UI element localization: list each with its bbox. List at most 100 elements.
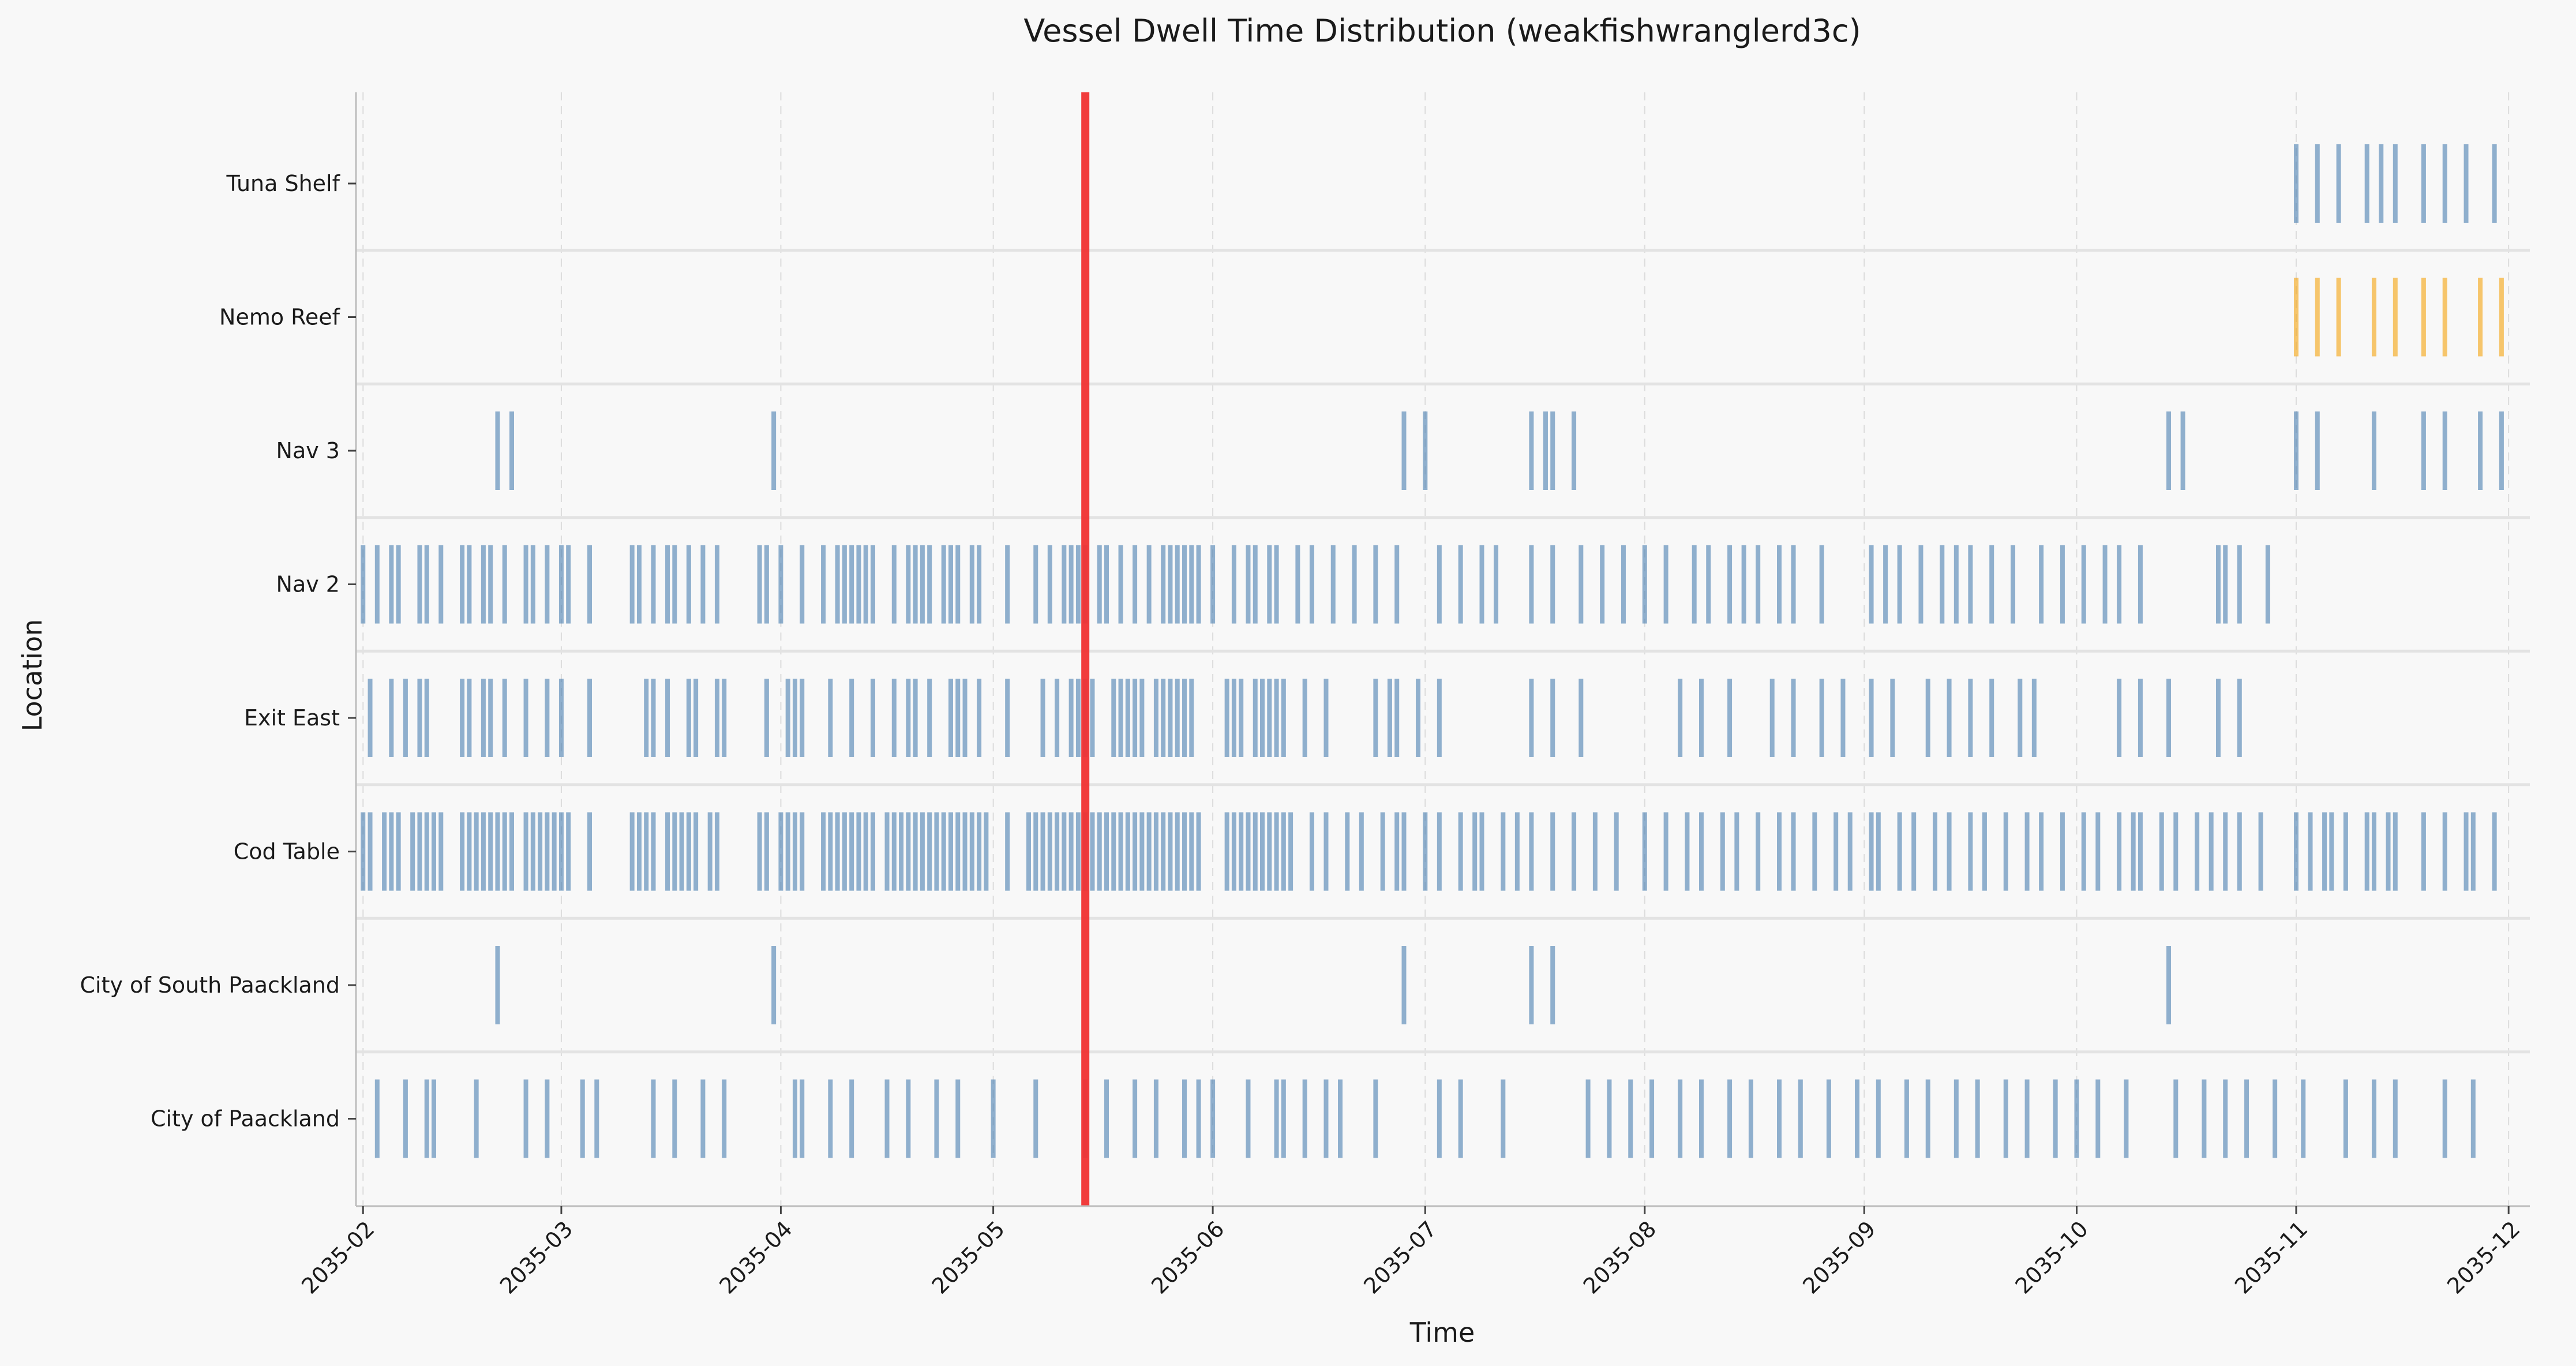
event-mark xyxy=(1550,946,1555,1024)
event-mark xyxy=(2421,411,2426,490)
y-axis-label: Location xyxy=(17,619,48,732)
event-mark xyxy=(2421,278,2426,357)
event-mark xyxy=(587,545,593,624)
event-mark xyxy=(1040,679,1045,757)
event-mark xyxy=(2124,1079,2129,1158)
event-mark xyxy=(1302,679,1307,757)
event-mark xyxy=(474,812,479,891)
event-mark xyxy=(403,1079,408,1158)
event-mark xyxy=(828,812,833,891)
event-mark xyxy=(651,679,656,757)
event-mark xyxy=(1904,1079,1909,1158)
event-mark xyxy=(1437,545,1442,624)
event-mark xyxy=(2442,278,2447,357)
event-mark xyxy=(2202,1079,2207,1158)
event-mark xyxy=(587,679,593,757)
event-mark xyxy=(502,679,507,757)
event-mark xyxy=(1989,545,1994,624)
event-mark xyxy=(545,812,550,891)
event-mark xyxy=(969,812,974,891)
event-mark xyxy=(1947,679,1952,757)
event-mark xyxy=(941,545,946,624)
event-mark xyxy=(849,1079,854,1158)
event-mark xyxy=(2018,679,2023,757)
event-mark xyxy=(1678,1079,1683,1158)
event-mark xyxy=(821,812,826,891)
event-mark xyxy=(2273,1079,2278,1158)
event-mark xyxy=(1685,812,1690,891)
event-mark xyxy=(1026,812,1031,891)
event-mark xyxy=(1168,545,1173,624)
event-mark xyxy=(2421,812,2426,891)
event-mark xyxy=(906,679,911,757)
event-mark xyxy=(2166,946,2172,1024)
event-mark xyxy=(1260,812,1265,891)
event-mark xyxy=(2237,812,2242,891)
event-mark xyxy=(2095,812,2101,891)
event-mark xyxy=(1692,545,1697,624)
event-mark xyxy=(1550,812,1555,891)
event-mark xyxy=(1458,812,1463,891)
event-mark xyxy=(389,679,394,757)
event-mark xyxy=(2223,545,2228,624)
event-mark xyxy=(1776,1079,1782,1158)
event-mark xyxy=(1139,679,1145,757)
event-mark xyxy=(1330,545,1336,624)
event-mark xyxy=(700,545,706,624)
event-mark xyxy=(1168,812,1173,891)
event-mark xyxy=(1578,545,1584,624)
event-mark xyxy=(849,679,854,757)
event-mark xyxy=(2329,812,2334,891)
event-mark xyxy=(1055,812,1060,891)
event-mark xyxy=(1756,545,1761,624)
event-mark xyxy=(948,812,953,891)
event-mark xyxy=(757,545,762,624)
event-mark xyxy=(1741,545,1746,624)
event-mark xyxy=(849,812,854,891)
event-mark xyxy=(636,545,642,624)
event-mark xyxy=(368,679,373,757)
event-mark xyxy=(629,545,635,624)
event-mark xyxy=(2024,812,2030,891)
event-mark xyxy=(2371,1079,2376,1158)
event-mark xyxy=(1189,545,1194,624)
event-mark xyxy=(722,1079,727,1158)
event-mark xyxy=(460,812,465,891)
event-mark xyxy=(1394,545,1400,624)
event-mark xyxy=(849,545,854,624)
event-mark xyxy=(1940,545,1945,624)
event-mark xyxy=(1798,1079,1803,1158)
event-mark xyxy=(1756,812,1761,891)
event-mark xyxy=(481,812,486,891)
event-mark xyxy=(800,679,805,757)
event-mark xyxy=(1572,812,1577,891)
event-mark xyxy=(1104,812,1109,891)
event-mark xyxy=(2393,278,2398,357)
event-mark xyxy=(1394,812,1400,891)
event-mark xyxy=(558,679,564,757)
event-mark xyxy=(1423,411,1428,490)
event-mark xyxy=(488,545,493,624)
event-mark xyxy=(1189,812,1194,891)
event-mark xyxy=(686,545,691,624)
event-mark xyxy=(1911,812,1917,891)
event-mark xyxy=(467,812,472,891)
event-mark xyxy=(679,812,684,891)
y-tick-label: City of South Paackland xyxy=(80,972,340,998)
event-mark xyxy=(1479,545,1484,624)
event-mark xyxy=(1897,812,1902,891)
event-mark xyxy=(1607,1079,1612,1158)
event-mark xyxy=(1075,679,1081,757)
event-mark xyxy=(686,812,691,891)
event-mark xyxy=(828,1079,833,1158)
event-mark xyxy=(2102,545,2108,624)
event-mark xyxy=(1352,545,1357,624)
event-mark xyxy=(2258,812,2263,891)
event-mark xyxy=(906,545,911,624)
event-mark xyxy=(2060,812,2065,891)
event-mark xyxy=(1890,679,1895,757)
event-mark xyxy=(1855,1079,1860,1158)
event-mark xyxy=(424,679,429,757)
event-mark xyxy=(1840,679,1846,757)
